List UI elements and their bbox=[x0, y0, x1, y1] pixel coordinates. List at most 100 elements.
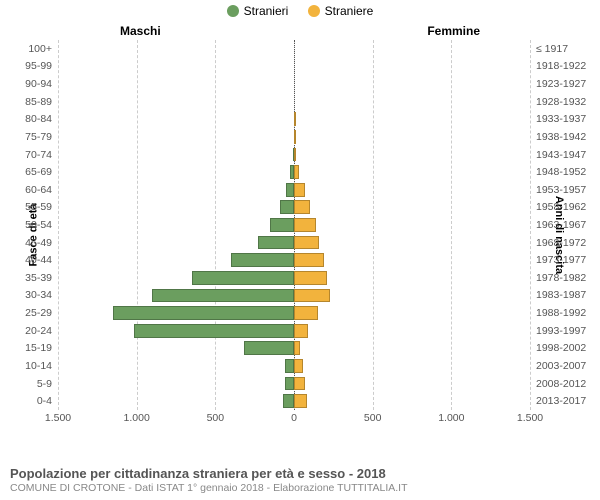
female-bar bbox=[294, 289, 330, 303]
legend-label-female: Straniere bbox=[325, 4, 374, 18]
female-bar bbox=[294, 271, 327, 285]
female-bar bbox=[294, 165, 299, 179]
age-row: 100+≤ 1917 bbox=[58, 40, 530, 58]
male-bar bbox=[231, 253, 294, 267]
age-row: 50-541963-1967 bbox=[58, 216, 530, 234]
year-label: 1938-1942 bbox=[536, 131, 586, 143]
female-bar bbox=[294, 112, 295, 126]
female-bar bbox=[294, 218, 316, 232]
male-bar bbox=[285, 359, 294, 373]
age-label: 5-9 bbox=[37, 378, 52, 390]
year-label: 1943-1947 bbox=[536, 149, 586, 161]
x-tick-label: 1.000 bbox=[124, 412, 150, 424]
x-tick-label: 1.000 bbox=[438, 412, 464, 424]
age-label: 35-39 bbox=[25, 272, 52, 284]
age-label: 30-34 bbox=[25, 289, 52, 301]
x-tick-label: 500 bbox=[207, 412, 225, 424]
footer-title: Popolazione per cittadinanza straniera p… bbox=[10, 466, 408, 481]
age-row: 70-741943-1947 bbox=[58, 146, 530, 164]
female-bar bbox=[294, 236, 319, 250]
year-label: 1983-1987 bbox=[536, 289, 586, 301]
age-row: 35-391978-1982 bbox=[58, 269, 530, 287]
age-label: 90-94 bbox=[25, 78, 52, 90]
year-label: 1998-2002 bbox=[536, 342, 586, 354]
legend-item-male: Stranieri bbox=[227, 4, 289, 18]
legend-label-male: Stranieri bbox=[244, 4, 289, 18]
age-label: 0-4 bbox=[37, 395, 52, 407]
age-label: 100+ bbox=[28, 43, 52, 55]
legend-swatch-female bbox=[308, 5, 320, 17]
x-tick-label: 1.500 bbox=[45, 412, 71, 424]
footer: Popolazione per cittadinanza straniera p… bbox=[10, 466, 408, 494]
male-bar bbox=[134, 324, 294, 338]
year-label: 1928-1932 bbox=[536, 96, 586, 108]
age-row: 65-691948-1952 bbox=[58, 163, 530, 181]
year-label: 1968-1972 bbox=[536, 237, 586, 249]
male-bar bbox=[258, 236, 294, 250]
age-row: 40-441973-1977 bbox=[58, 251, 530, 269]
age-label: 65-69 bbox=[25, 166, 52, 178]
age-row: 30-341983-1987 bbox=[58, 287, 530, 305]
female-bar bbox=[294, 324, 308, 338]
year-label: 1958-1962 bbox=[536, 201, 586, 213]
age-row: 55-591958-1962 bbox=[58, 199, 530, 217]
male-bar bbox=[285, 377, 294, 391]
year-label: 2008-2012 bbox=[536, 378, 586, 390]
year-label: 1978-1982 bbox=[536, 272, 586, 284]
female-bar bbox=[294, 200, 310, 214]
age-row: 80-841933-1937 bbox=[58, 110, 530, 128]
year-label: 1933-1937 bbox=[536, 113, 586, 125]
plot: 100+≤ 191795-991918-192290-941923-192785… bbox=[58, 40, 530, 410]
year-label: 1988-1992 bbox=[536, 307, 586, 319]
male-bar bbox=[244, 341, 294, 355]
age-label: 70-74 bbox=[25, 149, 52, 161]
male-bar bbox=[280, 200, 294, 214]
age-row: 25-291988-1992 bbox=[58, 304, 530, 322]
age-label: 60-64 bbox=[25, 184, 52, 196]
legend-item-female: Straniere bbox=[308, 4, 374, 18]
female-bar bbox=[294, 148, 296, 162]
age-label: 85-89 bbox=[25, 96, 52, 108]
year-label: 2003-2007 bbox=[536, 360, 586, 372]
age-row: 10-142003-2007 bbox=[58, 357, 530, 375]
header-male: Maschi bbox=[120, 24, 161, 38]
age-label: 50-54 bbox=[25, 219, 52, 231]
female-bar bbox=[294, 377, 305, 391]
age-label: 25-29 bbox=[25, 307, 52, 319]
male-bar bbox=[270, 218, 294, 232]
age-row: 85-891928-1932 bbox=[58, 93, 530, 111]
age-row: 90-941923-1927 bbox=[58, 75, 530, 93]
age-label: 20-24 bbox=[25, 325, 52, 337]
male-bar bbox=[192, 271, 294, 285]
female-bar bbox=[294, 359, 303, 373]
header-female: Femmine bbox=[427, 24, 480, 38]
age-row: 15-191998-2002 bbox=[58, 340, 530, 358]
column-headers: Maschi Femmine bbox=[0, 24, 600, 38]
female-bar bbox=[294, 130, 295, 144]
male-bar bbox=[286, 183, 294, 197]
x-tick-label: 0 bbox=[291, 412, 297, 424]
age-row: 5-92008-2012 bbox=[58, 375, 530, 393]
year-label: ≤ 1917 bbox=[536, 43, 568, 55]
legend-swatch-male bbox=[227, 5, 239, 17]
female-bar bbox=[294, 341, 300, 355]
x-tick-label: 500 bbox=[364, 412, 382, 424]
age-label: 45-49 bbox=[25, 237, 52, 249]
x-axis-ticks: 1.5001.00050005001.0001.500 bbox=[58, 410, 530, 430]
year-label: 1993-1997 bbox=[536, 325, 586, 337]
year-label: 1923-1927 bbox=[536, 78, 586, 90]
age-row: 0-42013-2017 bbox=[58, 392, 530, 410]
age-label: 55-59 bbox=[25, 201, 52, 213]
age-label: 95-99 bbox=[25, 60, 52, 72]
age-row: 95-991918-1922 bbox=[58, 58, 530, 76]
age-row: 60-641953-1957 bbox=[58, 181, 530, 199]
age-row: 75-791938-1942 bbox=[58, 128, 530, 146]
year-label: 1918-1922 bbox=[536, 60, 586, 72]
age-label: 40-44 bbox=[25, 254, 52, 266]
year-label: 1953-1957 bbox=[536, 184, 586, 196]
male-bar bbox=[283, 394, 294, 408]
female-bar bbox=[294, 183, 305, 197]
age-row: 45-491968-1972 bbox=[58, 234, 530, 252]
footer-subtitle: COMUNE DI CROTONE - Dati ISTAT 1° gennai… bbox=[10, 482, 408, 494]
x-tick-label: 1.500 bbox=[517, 412, 543, 424]
